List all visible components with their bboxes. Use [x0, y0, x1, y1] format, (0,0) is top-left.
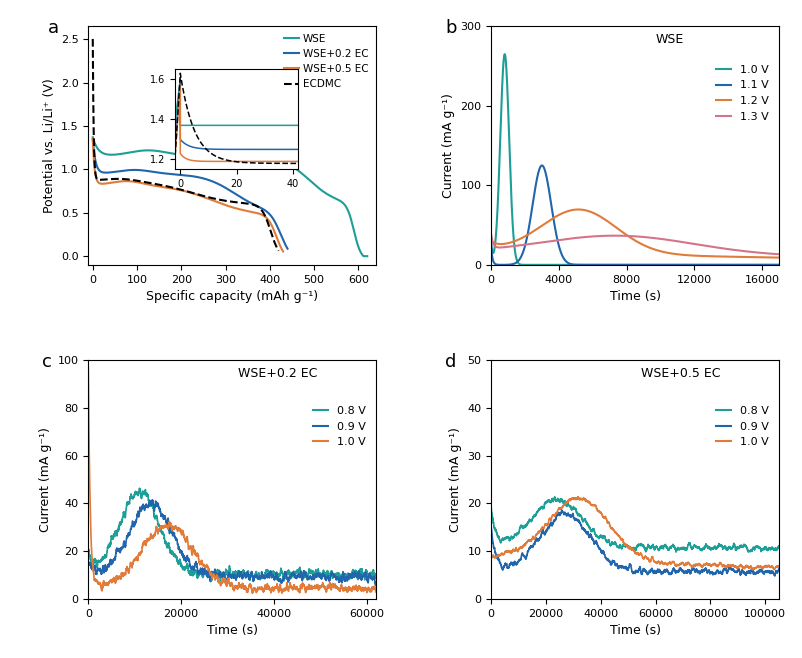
WSE [88, 134, 98, 141]
WSE+0.5 EC [150, 182, 160, 190]
X-axis label: Time (s): Time (s) [609, 624, 660, 637]
Line: ECDMC: ECDMC [93, 39, 278, 251]
WSE [158, 148, 168, 156]
ECDMC [223, 197, 233, 205]
WSE+0.5 EC [208, 196, 217, 204]
WSE+0.2 EC [229, 189, 238, 197]
Text: c: c [43, 353, 52, 371]
ECDMC [222, 197, 232, 205]
WSE+0.2 EC [229, 190, 239, 197]
X-axis label: Time (s): Time (s) [206, 624, 257, 637]
WSE+0.5 EC [278, 247, 288, 255]
WSE [294, 168, 304, 176]
WSE [362, 252, 371, 260]
Legend: 0.8 V, 0.9 V, 1.0 V: 0.8 V, 0.9 V, 1.0 V [308, 401, 370, 451]
ECDMC [110, 175, 119, 183]
WSE+0.5 EC [88, 135, 98, 143]
WSE+0.2 EC [282, 245, 292, 253]
WSE+0.2 EC [165, 170, 175, 178]
Legend: WSE, WSE+0.2 EC, WSE+0.5 EC, ECDMC: WSE, WSE+0.2 EC, WSE+0.5 EC, ECDMC [282, 32, 371, 91]
WSE+0.2 EC [152, 168, 161, 176]
X-axis label: Specific capacity (mAh g⁻¹): Specific capacity (mAh g⁻¹) [146, 290, 318, 303]
ECDMC [148, 180, 158, 188]
ECDMC [161, 182, 171, 190]
Text: b: b [444, 19, 456, 37]
Legend: 0.8 V, 0.9 V, 1.0 V: 0.8 V, 0.9 V, 1.0 V [711, 401, 772, 451]
WSE+0.2 EC [210, 178, 220, 186]
Line: WSE+0.2 EC: WSE+0.2 EC [93, 139, 287, 249]
WSE [271, 156, 281, 164]
WSE+0.5 EC [225, 203, 235, 211]
Text: WSE+0.5 EC: WSE+0.5 EC [640, 367, 719, 380]
WSE [249, 153, 259, 161]
Text: WSE: WSE [654, 34, 683, 47]
WSE+0.5 EC [111, 178, 120, 186]
ECDMC [273, 247, 283, 255]
WSE+0.5 EC [163, 184, 172, 192]
WSE [358, 252, 368, 260]
Text: d: d [444, 353, 456, 371]
Y-axis label: Current (mA g⁻¹): Current (mA g⁻¹) [39, 427, 52, 532]
WSE+0.2 EC [111, 168, 121, 176]
ECDMC [205, 193, 214, 201]
ECDMC [88, 35, 98, 43]
Y-axis label: Potential vs. Li/Li⁺ (V): Potential vs. Li/Li⁺ (V) [43, 78, 55, 213]
Line: WSE+0.5 EC: WSE+0.5 EC [93, 139, 283, 251]
Text: WSE+0.2 EC: WSE+0.2 EC [237, 367, 317, 380]
WSE [212, 153, 221, 161]
WSE+0.2 EC [88, 135, 98, 143]
WSE+0.5 EC [226, 203, 236, 211]
WSE [136, 147, 146, 155]
Y-axis label: Current (mA g⁻¹): Current (mA g⁻¹) [441, 93, 454, 198]
X-axis label: Time (s): Time (s) [609, 290, 660, 303]
Y-axis label: Current (mA g⁻¹): Current (mA g⁻¹) [448, 427, 461, 532]
Line: WSE: WSE [93, 138, 367, 256]
Text: a: a [48, 19, 59, 37]
Legend: 1.0 V, 1.1 V, 1.2 V, 1.3 V: 1.0 V, 1.1 V, 1.2 V, 1.3 V [711, 61, 772, 126]
